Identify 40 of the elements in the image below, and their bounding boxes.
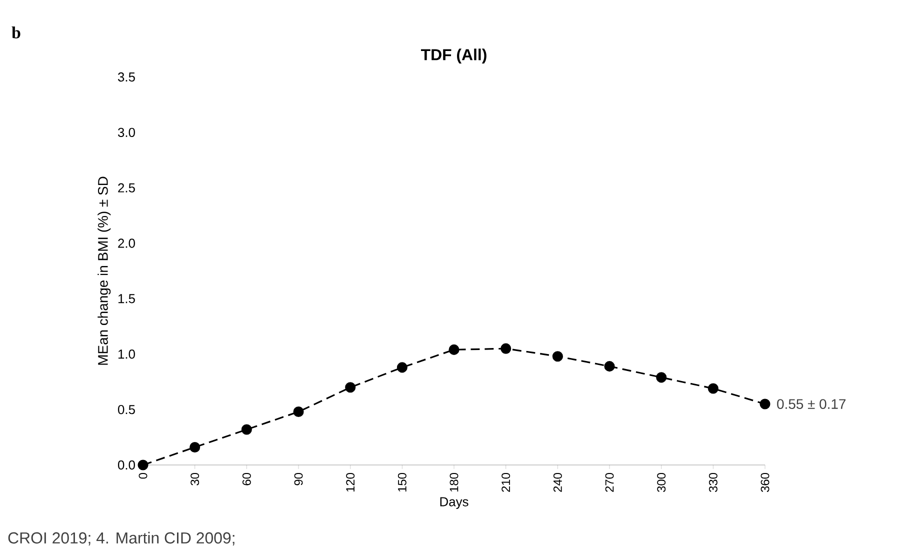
- y-tick-label: 0.0: [118, 460, 135, 470]
- x-tick-label: 0: [138, 472, 148, 479]
- x-tick-label: 60: [242, 472, 251, 486]
- x-tick-label: 330: [708, 472, 718, 492]
- chart-title: TDF (All): [420, 48, 486, 64]
- point: [500, 343, 512, 354]
- point: [138, 460, 148, 470]
- point: [760, 398, 770, 410]
- text: b: [12, 26, 20, 38]
- x-tick-label: 210: [502, 472, 510, 492]
- point: [293, 406, 304, 418]
- y-tick-label: 2.0: [118, 238, 135, 248]
- x-tick-label: 30: [190, 472, 200, 486]
- point: [396, 362, 408, 373]
- point: [656, 372, 667, 383]
- x-tick-label: 300: [657, 472, 666, 492]
- text: CROI 2019; 4. Martin CID 2009;: [8, 532, 234, 546]
- point: [552, 351, 563, 362]
- annotation: 0.55 ± 0.17: [777, 399, 846, 409]
- y-tick-label: 2.5: [118, 183, 135, 192]
- y-tick-label: 3.5: [118, 72, 135, 82]
- point: [241, 424, 252, 435]
- y-axis-title: MEan change in BMI (%) ± SD: [98, 176, 111, 365]
- x-tick-label: 180: [450, 472, 458, 492]
- y-tick-label: 3.0: [118, 128, 135, 137]
- point: [708, 383, 718, 394]
- x-tick-label: 240: [553, 472, 562, 492]
- x-tick-label: 270: [605, 472, 614, 492]
- y-tick-label: 1.5: [118, 294, 135, 304]
- point: [448, 344, 460, 355]
- point: [345, 382, 356, 393]
- point: [190, 442, 200, 453]
- x-tick-label: 120: [346, 472, 355, 492]
- x-tick-label: 360: [760, 472, 770, 492]
- point: [604, 361, 615, 372]
- x-axis-title: Days: [440, 497, 468, 509]
- y-tick-label: 1.0: [118, 350, 135, 359]
- x-tick-label: 150: [398, 472, 406, 492]
- y-tick-label: 0.5: [118, 404, 135, 414]
- x-tick-label: 90: [294, 472, 303, 486]
